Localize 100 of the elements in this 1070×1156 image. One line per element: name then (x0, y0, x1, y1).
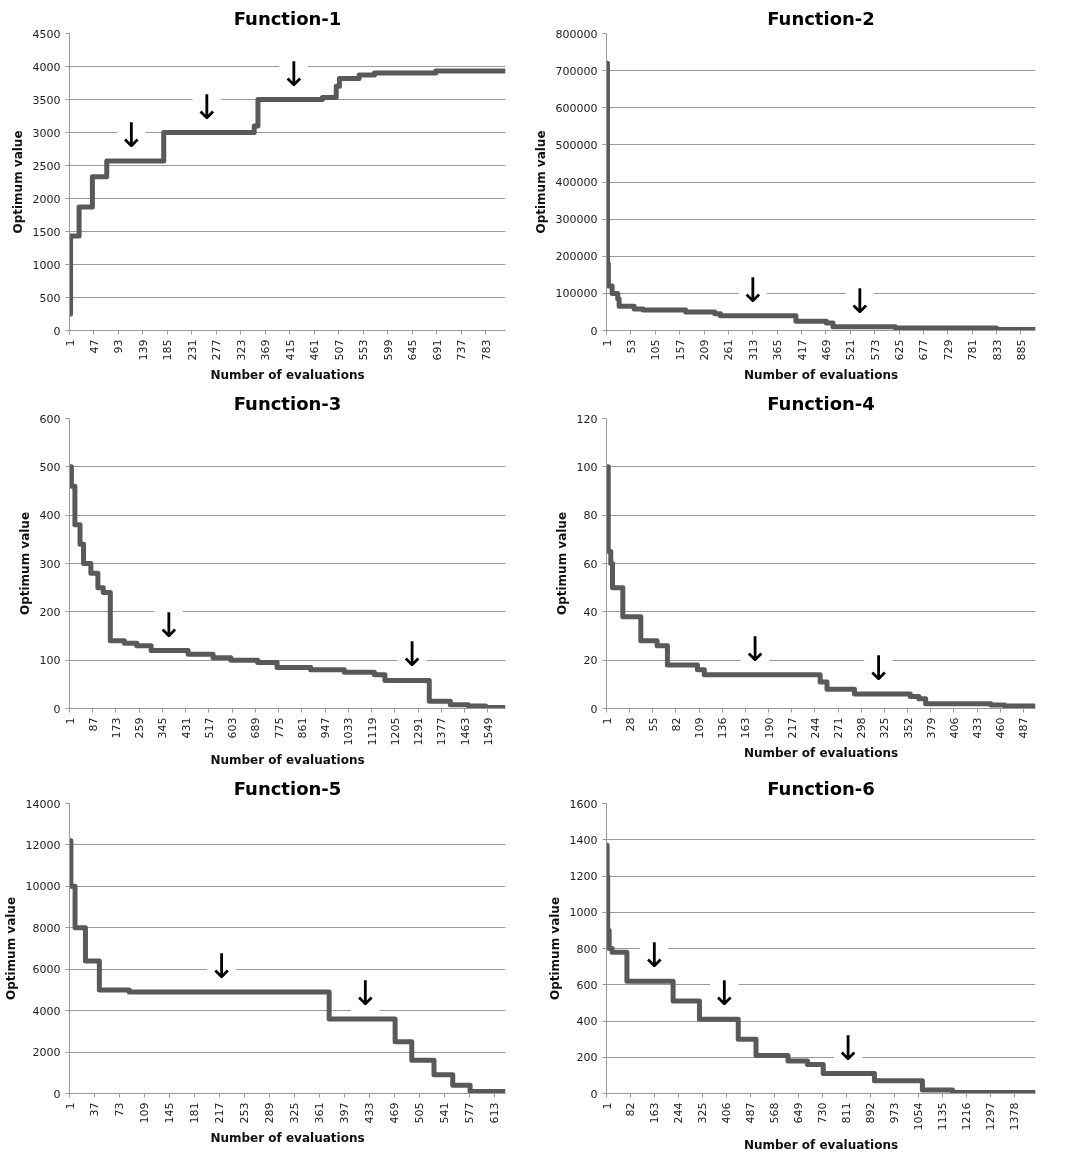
y-tick-label: 40 (583, 605, 598, 619)
y-tick-label: 300000 (555, 213, 598, 227)
x-tick-label: 289 (263, 1102, 277, 1124)
x-tick-label: 105 (649, 339, 663, 361)
y-tick-label: 400 (576, 1015, 598, 1028)
x-tick-label: 231 (185, 339, 199, 361)
y-tick-label: 0 (53, 324, 61, 338)
x-tick-label: 217 (213, 1102, 227, 1124)
y-tick-label: 10000 (25, 880, 61, 894)
x-tick-label: 811 (840, 1102, 854, 1124)
x-tick-label: 892 (864, 1102, 878, 1124)
y-tick-label: 0 (590, 702, 598, 716)
y-tick-label: 12000 (25, 838, 61, 852)
x-tick-label: 1 (600, 339, 614, 347)
x-tick-label: 469 (819, 339, 833, 361)
annotation: ↓ (864, 648, 893, 688)
y-tick-label: 600000 (555, 101, 598, 115)
x-tick-label: 517 (202, 717, 216, 739)
x-tick-label: 415 (283, 339, 297, 361)
x-tick-label: 379 (924, 717, 938, 739)
x-tick-label: 1297 (984, 1102, 998, 1131)
y-tick-label: 4000 (32, 1004, 61, 1018)
x-tick-label: 775 (272, 717, 286, 739)
y-tick-label: 500 (39, 291, 61, 305)
y-axis-title: Optimum value (17, 511, 32, 616)
x-tick-label: 352 (901, 717, 915, 739)
x-tick-label: 325 (878, 717, 892, 739)
y-axis-title: Optimum value (3, 896, 18, 1001)
x-axis-title: Number of evaluations (210, 368, 365, 383)
x-tick-label: 157 (673, 339, 687, 361)
annotation: ↓ (710, 973, 739, 1014)
x-tick-label: 163 (739, 717, 753, 739)
x-tick-label: 345 (156, 717, 170, 739)
x-tick-label: 109 (138, 1102, 152, 1124)
x-tick-label: 1135 (936, 1102, 950, 1131)
x-tick-label: 1 (600, 717, 614, 725)
chart-title: Function-2 (767, 7, 875, 29)
y-tick-label: 1200 (569, 870, 598, 883)
y-tick-label: 1000 (569, 906, 598, 920)
y-tick-label: 300 (39, 557, 61, 571)
y-axis-title: Optimum value (547, 896, 562, 1001)
x-tick-label: 947 (319, 717, 333, 739)
y-tick-label: 600 (39, 412, 61, 426)
x-tick-label: 487 (1017, 717, 1031, 739)
x-tick-label: 28 (623, 717, 637, 732)
y-tick-label: 2500 (32, 159, 61, 173)
y-tick-label: 120 (576, 412, 598, 426)
x-tick-label: 261 (722, 339, 736, 361)
y-tick-label: 2000 (32, 192, 61, 206)
x-tick-label: 1 (63, 339, 77, 347)
x-tick-label: 1205 (388, 717, 402, 746)
chart-title: Function-1 (233, 7, 342, 29)
x-tick-label: 1463 (458, 717, 472, 746)
x-tick-label: 1377 (435, 717, 449, 746)
x-tick-label: 1216 (960, 1102, 974, 1131)
annotation: ↓ (639, 935, 669, 976)
x-tick-label: 613 (488, 1102, 502, 1124)
x-tick-label: 1054 (912, 1102, 926, 1131)
x-tick-label: 55 (646, 717, 660, 732)
x-tick-label: 861 (295, 717, 309, 739)
x-tick-label: 406 (720, 1102, 734, 1124)
annotation: ↓ (833, 1027, 863, 1068)
x-tick-label: 1033 (342, 717, 356, 746)
annotation: ↓ (738, 269, 768, 310)
y-tick-label: 1600 (569, 797, 598, 811)
y-tick-label: 400000 (555, 176, 598, 189)
x-tick-label: 1549 (481, 717, 495, 746)
y-tick-label: 20 (583, 654, 598, 668)
y-tick-label: 4500 (32, 27, 61, 41)
x-tick-label: 217 (785, 717, 799, 739)
x-tick-label: 145 (163, 1102, 177, 1124)
x-tick-label: 244 (808, 717, 822, 739)
x-tick-label: 505 (413, 1102, 427, 1124)
y-tick-label: 80 (583, 509, 598, 523)
x-tick-label: 431 (179, 717, 193, 739)
x-tick-label: 313 (746, 339, 760, 361)
y-tick-label: 3000 (32, 126, 61, 140)
x-tick-label: 173 (109, 717, 123, 739)
x-tick-label: 190 (762, 717, 776, 739)
y-tick-label: 800 (576, 942, 598, 956)
y-tick-label: 200000 (555, 250, 598, 264)
y-tick-label: 1500 (32, 225, 61, 239)
x-tick-label: 433 (971, 717, 985, 739)
annotation: ↓ (207, 946, 236, 986)
y-tick-label: 1400 (569, 833, 598, 847)
y-tick-label: 2000 (32, 1046, 61, 1060)
annotation: ↓ (279, 53, 308, 94)
y-tick-label: 700000 (555, 64, 598, 78)
x-tick-label: 833 (990, 339, 1004, 361)
x-tick-label: 521 (844, 339, 858, 361)
x-tick-label: 507 (332, 339, 346, 361)
x-tick-label: 139 (136, 339, 150, 361)
x-tick-label: 573 (868, 339, 882, 361)
x-tick-label: 1291 (412, 717, 426, 746)
x-tick-label: 461 (308, 339, 322, 361)
y-tick-label: 200 (39, 605, 61, 619)
x-tick-label: 729 (941, 339, 955, 361)
y-tick-label: 200 (576, 1051, 598, 1065)
x-tick-label: 568 (768, 1102, 782, 1124)
chart-title: Function-6 (767, 777, 875, 799)
